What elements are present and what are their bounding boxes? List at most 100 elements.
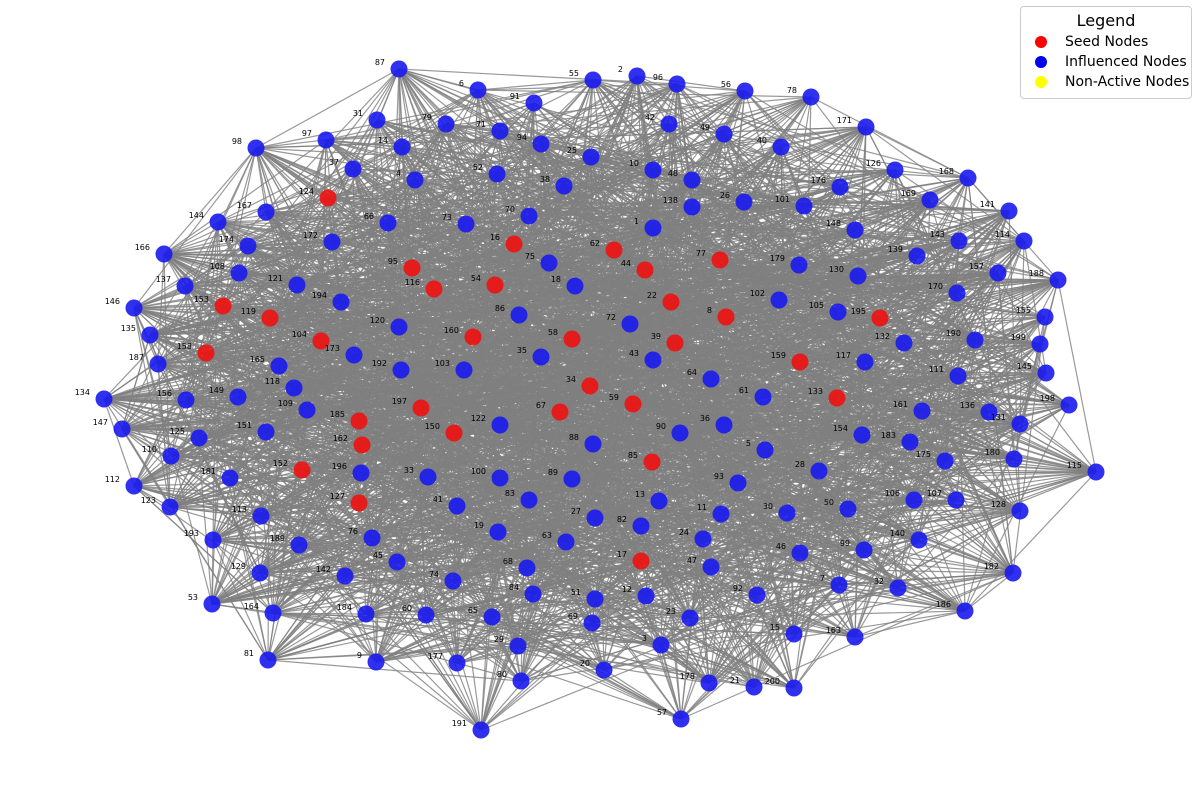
graph-edge — [157, 354, 355, 365]
node-label-68: 68 — [503, 557, 513, 566]
graph-edge — [103, 398, 135, 487]
node-label-18: 18 — [551, 275, 561, 284]
node-label-136: 136 — [960, 401, 975, 410]
graph-edge — [157, 102, 535, 365]
node-label-101: 101 — [775, 195, 790, 204]
graph-edge — [340, 275, 859, 303]
influenced-node-27 — [586, 509, 604, 527]
influenced-node-112 — [125, 477, 143, 495]
graph-edge — [387, 199, 931, 224]
graph-edge — [238, 272, 966, 612]
graph-edge — [894, 169, 958, 294]
graph-edge — [680, 686, 755, 720]
influenced-node-178 — [700, 674, 718, 692]
graph-edge — [590, 156, 999, 274]
graph-edge — [272, 502, 360, 614]
graph-edge — [365, 598, 596, 615]
graph-edge — [744, 90, 976, 341]
node-label-172: 172 — [303, 231, 318, 240]
influenced-node-118 — [285, 379, 303, 397]
graph-edge — [456, 179, 693, 664]
graph-edge — [591, 343, 1041, 624]
node-label-71: 71 — [476, 120, 486, 129]
node-label-91: 91 — [510, 92, 520, 101]
graph-edge — [480, 478, 573, 731]
influenced-node-28 — [810, 462, 828, 480]
node-label-186: 186 — [936, 600, 951, 609]
influenced-node-29 — [509, 637, 527, 655]
graph-edge — [400, 299, 780, 371]
influenced-node-128 — [1011, 502, 1029, 520]
graph-edge — [211, 603, 710, 684]
graph-edge — [660, 404, 1070, 646]
node-label-114: 114 — [995, 230, 1010, 239]
influenced-node-166 — [155, 245, 173, 263]
graph-edge — [691, 186, 841, 208]
graph-edge — [592, 79, 1070, 406]
graph-edge — [320, 340, 422, 409]
influenced-node-4 — [406, 171, 424, 189]
graph-edge — [533, 102, 800, 266]
graph-edge — [255, 147, 267, 213]
influenced-node-137 — [176, 277, 194, 295]
node-label-147: 147 — [93, 418, 108, 427]
seed-node-158 — [197, 344, 215, 362]
node-label-62: 62 — [590, 239, 600, 248]
node-label-167: 167 — [237, 201, 252, 210]
graph-edge — [133, 307, 530, 501]
graph-edge — [533, 102, 693, 208]
node-label-129: 129 — [231, 562, 246, 571]
influenced-node-122 — [491, 416, 509, 434]
influenced-node-96 — [668, 75, 686, 93]
graph-edge — [865, 126, 1025, 242]
node-label-169: 169 — [901, 189, 916, 198]
node-label-148: 148 — [826, 219, 841, 228]
influenced-node-46 — [791, 544, 809, 562]
node-label-158: 158 — [177, 342, 192, 351]
node-label-131: 131 — [991, 413, 1006, 422]
influenced-node-2 — [628, 67, 646, 85]
graph-edge — [217, 89, 479, 223]
graph-edge — [352, 168, 1070, 406]
influenced-node-183 — [901, 433, 919, 451]
node-label-199: 199 — [1011, 333, 1026, 342]
graph-edge — [272, 404, 1070, 614]
graph-edge — [360, 423, 1021, 474]
graph-edge — [272, 201, 745, 614]
graph-edge — [358, 119, 378, 422]
graph-edge — [477, 79, 594, 91]
node-label-70: 70 — [505, 205, 515, 214]
influenced-node-186 — [956, 602, 974, 620]
node-label-4: 4 — [396, 169, 401, 178]
graph-edge — [298, 301, 342, 546]
graph-edge — [340, 301, 1021, 512]
seed-node-104 — [312, 332, 330, 350]
influenced-node-55 — [584, 71, 602, 89]
influenced-node-76 — [363, 529, 381, 547]
node-label-170: 170 — [928, 282, 943, 291]
seed-node-152 — [293, 461, 311, 479]
node-label-77: 77 — [696, 249, 706, 258]
node-label-180: 180 — [985, 448, 1000, 457]
graph-edge — [480, 598, 596, 731]
node-label-138: 138 — [663, 196, 678, 205]
influenced-node-12 — [637, 587, 655, 605]
seed-node-77 — [711, 251, 729, 269]
node-label-79: 79 — [422, 113, 432, 122]
graph-edge — [344, 575, 856, 638]
influenced-node-187 — [149, 355, 167, 373]
influenced-node-84 — [524, 585, 542, 603]
node-label-92: 92 — [733, 584, 743, 593]
node-label-14: 14 — [378, 136, 388, 145]
node-label-135: 135 — [121, 324, 136, 333]
node-label-103: 103 — [435, 359, 450, 368]
influenced-node-140 — [910, 531, 928, 549]
graph-edge — [212, 499, 957, 541]
graph-edge — [477, 89, 911, 443]
node-label-128: 128 — [991, 500, 1006, 509]
graph-edge — [559, 411, 795, 689]
node-label-97: 97 — [302, 129, 312, 138]
influenced-node-86 — [510, 306, 528, 324]
seed-node-127 — [350, 494, 368, 512]
influenced-node-94 — [532, 135, 550, 153]
